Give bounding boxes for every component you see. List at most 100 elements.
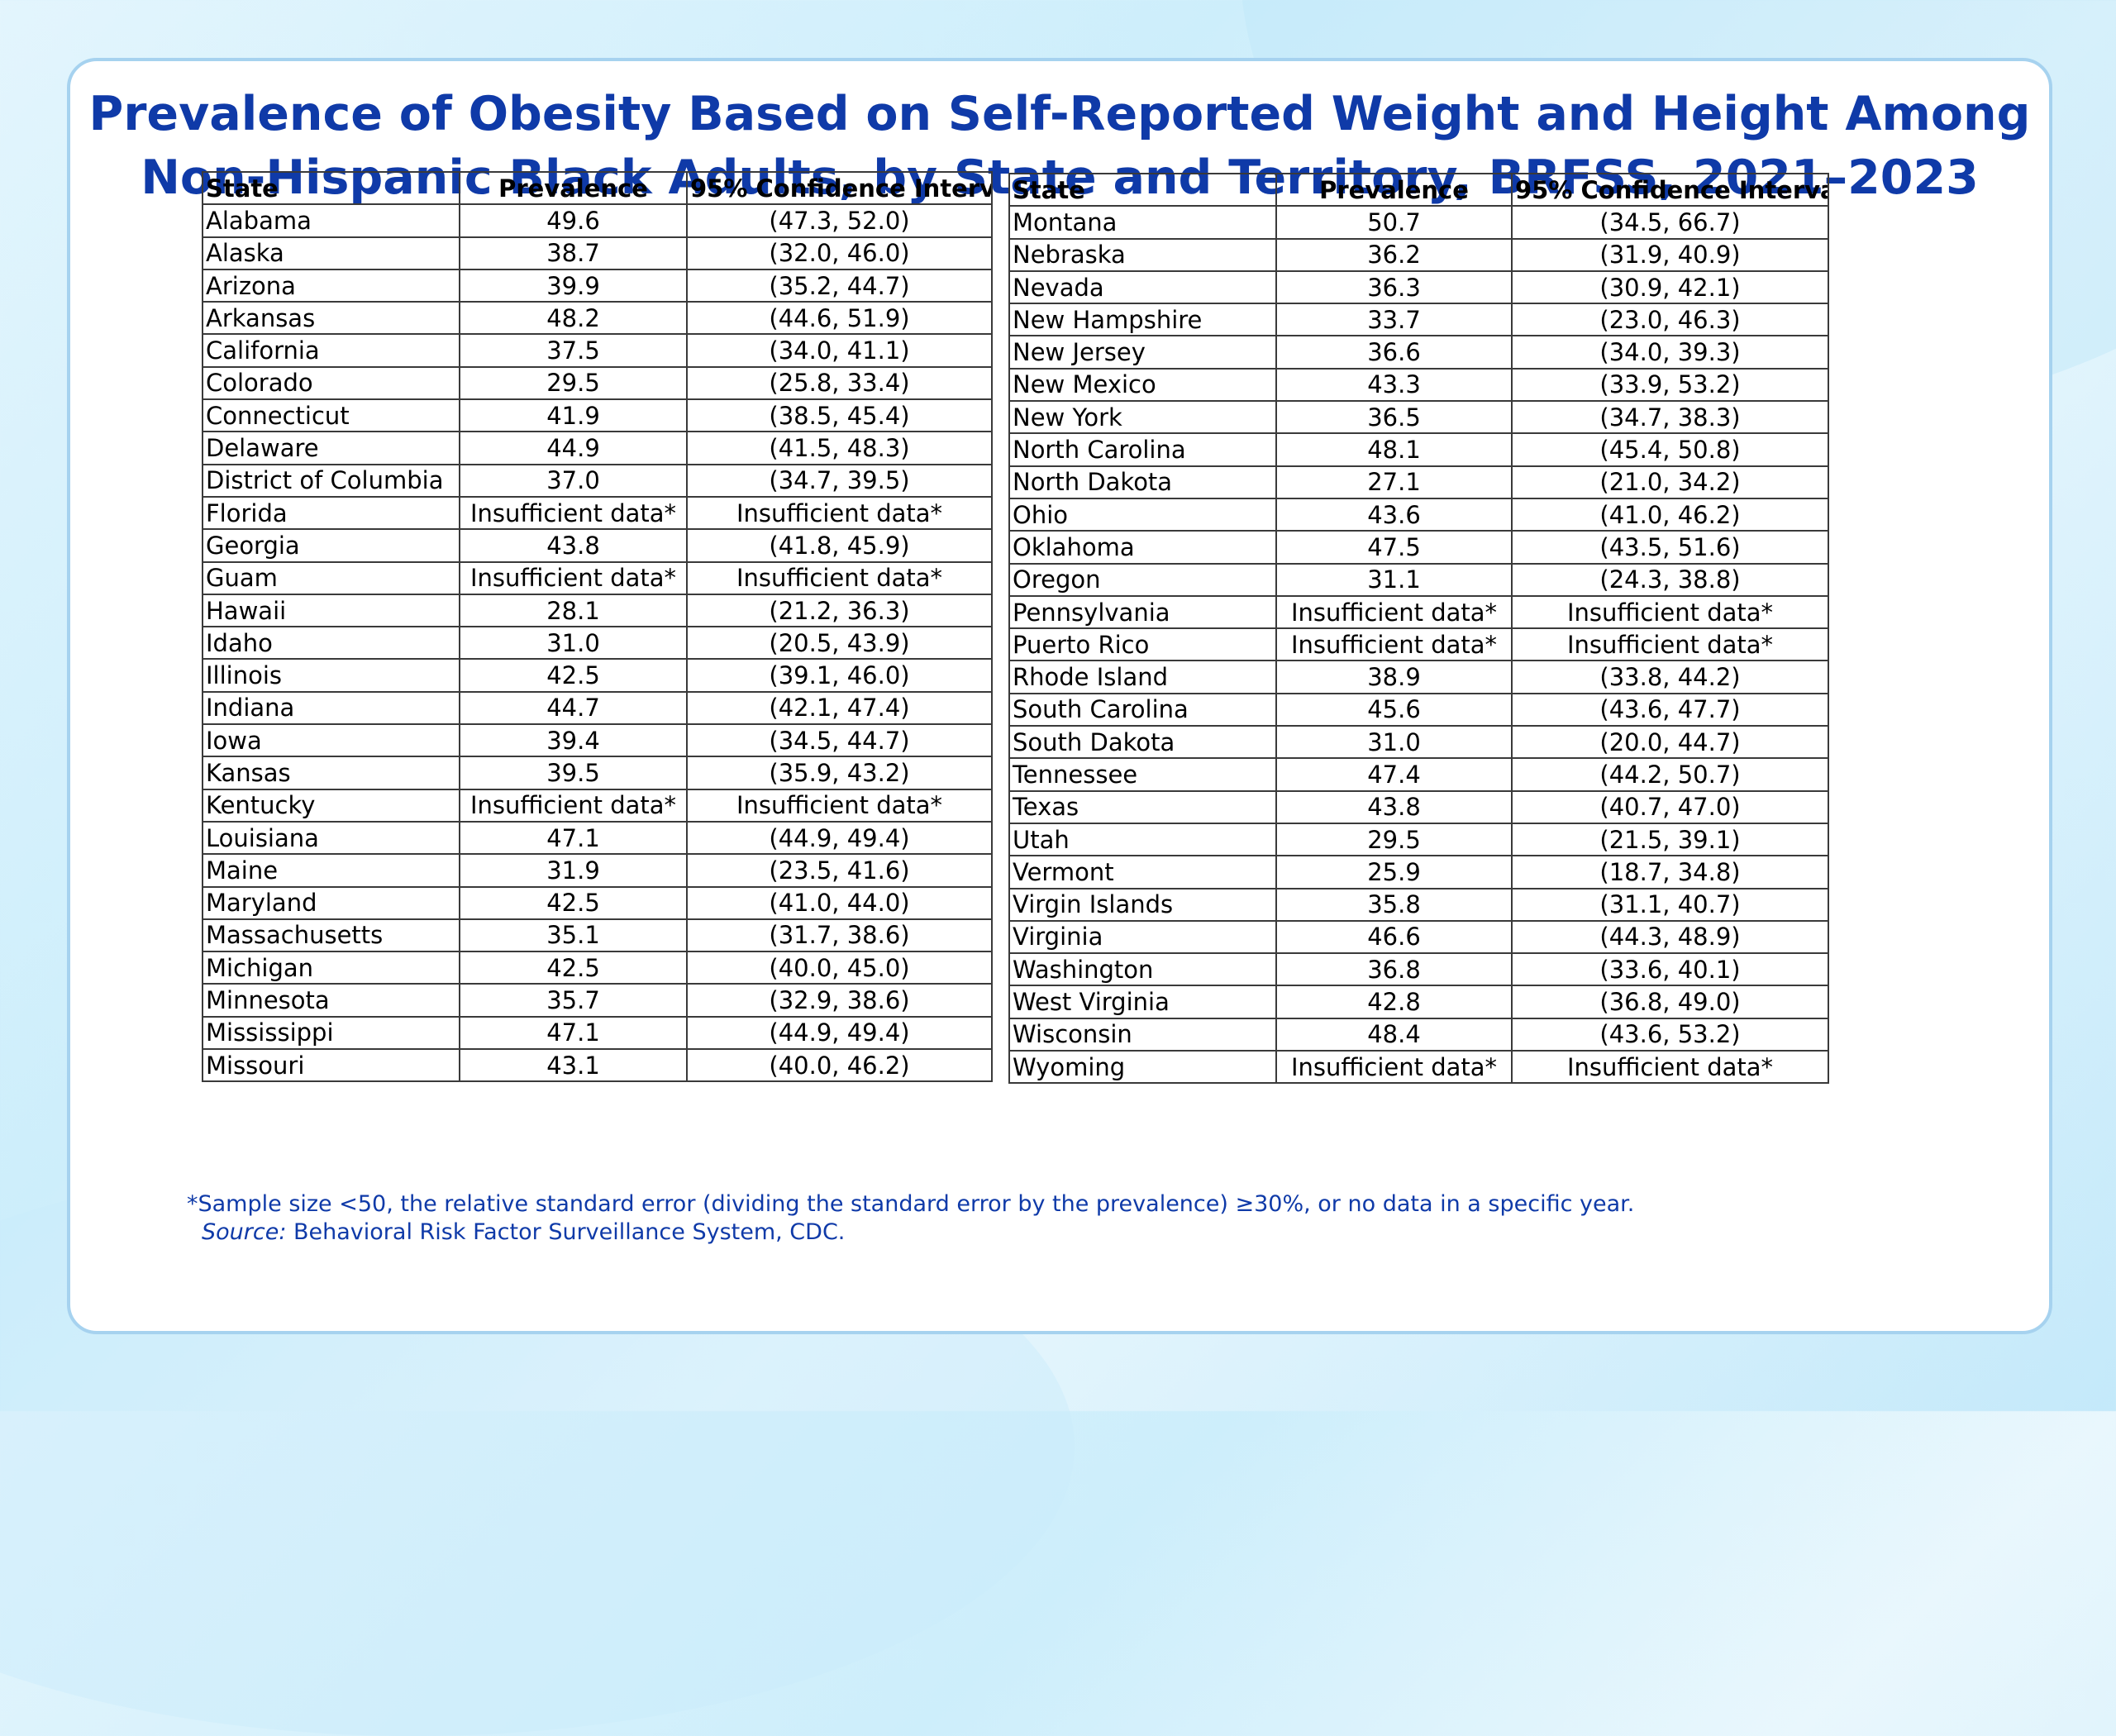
- state-cell: West Virginia: [1008, 985, 1277, 1019]
- table-row: Colorado 29.5 (25.8, 33.4): [202, 365, 993, 401]
- table-body-left: Alabama 49.6 (47.3, 52.0) Alaska 38.7 (32.0, …: [202, 203, 993, 1083]
- state-cell: Nevada: [1008, 269, 1277, 305]
- state-cell: Missouri: [202, 1048, 460, 1083]
- state-cell: New York: [1008, 400, 1277, 435]
- state-cell: Michigan: [202, 951, 460, 985]
- column-header-confidence-interval: 95% Confidence Interval: [1511, 172, 1829, 207]
- confidence-interval-cell: (32.0, 46.0): [686, 236, 993, 270]
- prevalence-cell: 31.1: [1275, 562, 1513, 597]
- confidence-interval-cell: (41.8, 45.9): [686, 528, 993, 563]
- confidence-interval-cell: (40.0, 46.2): [686, 1048, 993, 1083]
- table-row: Arkansas 48.2 (44.6, 51.9): [202, 301, 993, 336]
- table-row: Virginia 46.6 (44.3, 48.9): [1008, 919, 1829, 955]
- prevalence-cell: Insufficient data*: [1275, 1050, 1513, 1085]
- state-cell: Kentucky: [202, 788, 460, 823]
- state-cell: Arizona: [202, 268, 460, 303]
- prevalence-cell: Insufficient data*: [1275, 594, 1513, 630]
- confidence-interval-cell: (34.5, 44.7): [686, 723, 993, 758]
- prevalence-cell: Insufficient data*: [1275, 627, 1513, 662]
- table-row: Rhode Island 38.9 (33.8, 44.2): [1008, 660, 1829, 694]
- table-row: Puerto Rico Insufficient data* Insufficien…: [1008, 627, 1829, 662]
- prevalence-cell: 48.4: [1275, 1017, 1513, 1052]
- confidence-interval-cell: Insufficient data*: [686, 495, 993, 531]
- confidence-interval-cell: (31.1, 40.7): [1511, 887, 1829, 922]
- state-cell: North Carolina: [1008, 432, 1277, 467]
- prevalence-cell: 45.6: [1275, 692, 1513, 727]
- table-row: Mississippi 47.1 (44.9, 49.4): [202, 1015, 993, 1051]
- state-cell: Arkansas: [202, 301, 460, 336]
- state-cell: North Dakota: [1008, 465, 1277, 499]
- prevalence-cell: 43.6: [1275, 497, 1513, 532]
- prevalence-cell: Insufficient data*: [459, 788, 688, 823]
- prevalence-cell: 25.9: [1275, 855, 1513, 889]
- state-cell: Massachusetts: [202, 918, 460, 953]
- state-cell: Virginia: [1008, 919, 1277, 955]
- confidence-interval-cell: (23.0, 46.3): [1511, 303, 1829, 337]
- prevalence-cell: 37.0: [459, 463, 688, 498]
- table-row: North Carolina 48.1 (45.4, 50.8): [1008, 432, 1829, 467]
- confidence-interval-cell: (35.2, 44.7): [686, 268, 993, 303]
- confidence-interval-cell: (34.0, 39.3): [1511, 335, 1829, 370]
- state-cell: Texas: [1008, 789, 1277, 824]
- confidence-interval-cell: Insufficient data*: [1511, 1050, 1829, 1085]
- confidence-interval-cell: (33.8, 44.2): [1511, 660, 1829, 694]
- state-cell: Puerto Rico: [1008, 627, 1277, 662]
- state-cell: Maryland: [202, 885, 460, 920]
- confidence-interval-cell: (44.2, 50.7): [1511, 757, 1829, 792]
- table-row: South Dakota 31.0 (20.0, 44.7): [1008, 725, 1829, 760]
- prevalence-cell: 29.5: [459, 365, 688, 401]
- table-row: Texas 43.8 (40.7, 47.0): [1008, 789, 1829, 824]
- table-row: Georgia 43.8 (41.8, 45.9): [202, 528, 993, 563]
- prevalence-cell: 41.9: [459, 398, 688, 433]
- table-row: Maryland 42.5 (41.0, 44.0): [202, 885, 993, 920]
- prevalence-cell: 36.6: [1275, 335, 1513, 370]
- state-cell: Hawaii: [202, 593, 460, 628]
- confidence-interval-cell: (44.3, 48.9): [1511, 919, 1829, 955]
- state-cell: Guam: [202, 560, 460, 595]
- confidence-interval-cell: (47.3, 52.0): [686, 203, 993, 238]
- prevalence-cell: 39.4: [459, 723, 688, 758]
- confidence-interval-cell: (24.3, 38.8): [1511, 562, 1829, 597]
- state-cell: Washington: [1008, 952, 1277, 987]
- prevalence-cell: 47.4: [1275, 757, 1513, 792]
- confidence-interval-cell: (30.9, 42.1): [1511, 269, 1829, 305]
- column-header-state: State: [1008, 172, 1277, 207]
- confidence-interval-cell: (21.5, 39.1): [1511, 822, 1829, 857]
- prevalence-cell: 47.1: [459, 1015, 688, 1051]
- confidence-interval-cell: (31.9, 40.9): [1511, 237, 1829, 272]
- prevalence-cell: 31.0: [459, 626, 688, 661]
- table-row: West Virginia 42.8 (36.8, 49.0): [1008, 985, 1829, 1019]
- state-cell: South Dakota: [1008, 725, 1277, 760]
- confidence-interval-cell: (33.9, 53.2): [1511, 367, 1829, 403]
- prevalence-cell: Insufficient data*: [459, 560, 688, 595]
- prevalence-cell: 48.1: [1275, 432, 1513, 467]
- source-line: Source: Behavioral Risk Factor Surveilla…: [187, 1219, 1634, 1247]
- confidence-interval-cell: Insufficient data*: [686, 560, 993, 595]
- state-cell: District of Columbia: [202, 463, 460, 498]
- column-header-prevalence: Prevalence: [459, 170, 688, 206]
- state-cell: Vermont: [1008, 855, 1277, 889]
- prevalence-cell: 43.8: [1275, 789, 1513, 824]
- state-cell: Ohio: [1008, 497, 1277, 532]
- table-row: Alaska 38.7 (32.0, 46.0): [202, 236, 993, 270]
- table-row: Ohio 43.6 (41.0, 46.2): [1008, 497, 1829, 532]
- state-cell: Montana: [1008, 205, 1277, 240]
- table-row: Virgin Islands 35.8 (31.1, 40.7): [1008, 887, 1829, 922]
- prevalence-cell: 36.2: [1275, 237, 1513, 272]
- table-row: Hawaii 28.1 (21.2, 36.3): [202, 593, 993, 628]
- state-cell: Alaska: [202, 236, 460, 270]
- table-row: Wyoming Insufficient data* Insufficient da…: [1008, 1050, 1829, 1085]
- state-cell: Tennessee: [1008, 757, 1277, 792]
- prevalence-cell: 27.1: [1275, 465, 1513, 499]
- state-cell: Colorado: [202, 365, 460, 401]
- table-row: Nebraska 36.2 (31.9, 40.9): [1008, 237, 1829, 272]
- table-row: Connecticut 41.9 (38.5, 45.4): [202, 398, 993, 433]
- prevalence-cell: 48.2: [459, 301, 688, 336]
- table-row: Indiana 44.7 (42.1, 47.4): [202, 690, 993, 726]
- prevalence-cell: 31.9: [459, 853, 688, 888]
- confidence-interval-cell: (44.9, 49.4): [686, 1015, 993, 1051]
- prevalence-cell: 44.7: [459, 690, 688, 726]
- confidence-interval-cell: Insufficient data*: [1511, 594, 1829, 630]
- prevalence-cell: 47.1: [459, 820, 688, 856]
- table-row: Tennessee 47.4 (44.2, 50.7): [1008, 757, 1829, 792]
